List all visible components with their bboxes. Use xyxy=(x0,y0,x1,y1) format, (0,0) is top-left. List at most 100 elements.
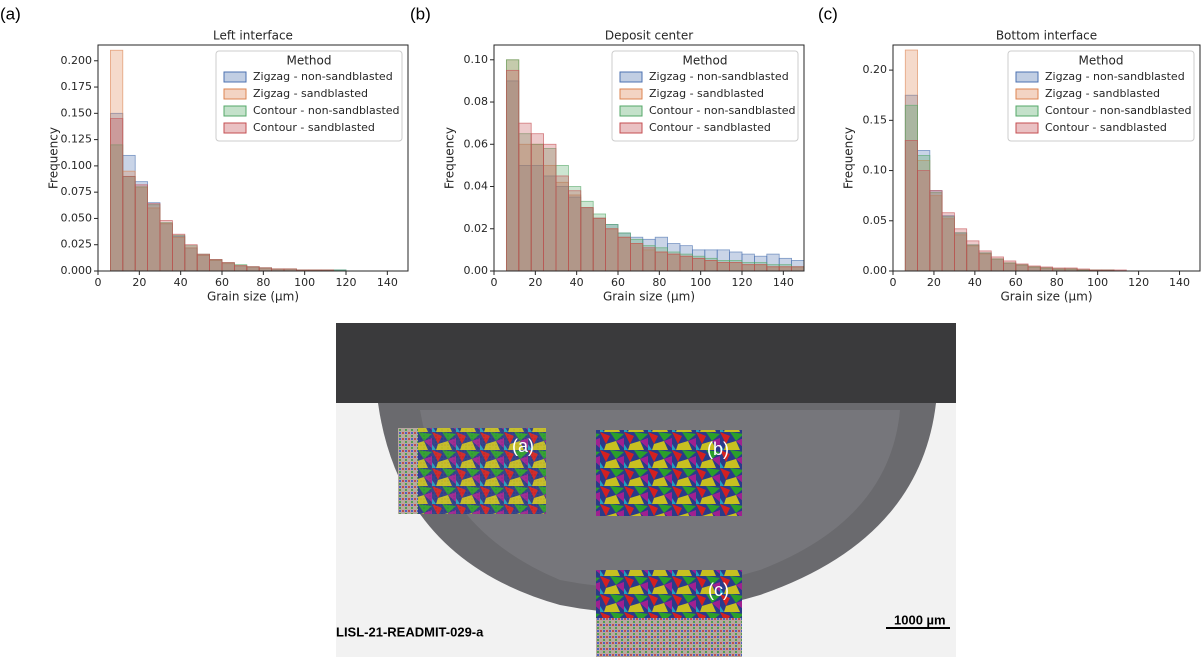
x-tick-label: 140 xyxy=(773,276,794,289)
histogram-bar xyxy=(1003,260,1017,272)
histogram-bar xyxy=(679,255,693,272)
x-tick-label: 0 xyxy=(491,276,498,289)
y-axis-label: Frequency xyxy=(47,127,61,189)
legend-label: Zigzag - non-sandblasted xyxy=(649,70,789,83)
legend-label: Contour - non-sandblasted xyxy=(253,104,400,117)
legend-label: Zigzag - non-sandblasted xyxy=(1045,70,1185,83)
histogram-bar xyxy=(147,203,161,272)
legend-swatch xyxy=(223,105,247,117)
plot-frame xyxy=(493,44,805,272)
legend-label: Contour - sandblasted xyxy=(1045,121,1167,134)
chart: 0.00 0.02 0.04 0.06 0.08 0.10 0 20 40 60 80 100 120 1… xyxy=(443,29,805,304)
legend-swatch xyxy=(223,71,247,83)
x-tick-label: 60 xyxy=(1009,276,1023,289)
x-tick-label: 140 xyxy=(377,276,398,289)
legend-swatch xyxy=(223,122,247,134)
histogram-bar xyxy=(159,220,173,272)
histogram-bar xyxy=(990,256,1004,272)
legend-label: Contour - non-sandblasted xyxy=(1045,104,1192,117)
legend-label: Zigzag - sandblasted xyxy=(649,87,764,100)
histogram-bar xyxy=(171,233,186,272)
histogram-bar xyxy=(233,265,248,272)
legend-frame xyxy=(611,50,799,142)
histogram-bar xyxy=(630,243,644,272)
region-label: (c) xyxy=(708,580,729,600)
x-tick-label: 20 xyxy=(927,276,941,289)
histogram-bar xyxy=(209,259,223,272)
histogram-bar xyxy=(704,260,718,272)
histogram-bar xyxy=(978,250,992,272)
x-tick-label: 60 xyxy=(611,276,625,289)
x-tick-label: 0 xyxy=(890,276,897,289)
legend-swatch xyxy=(1015,105,1039,117)
histogram-bar xyxy=(555,175,569,272)
histogram-bar xyxy=(221,262,235,272)
histogram-bar xyxy=(716,262,731,272)
histogram-bar xyxy=(110,118,124,272)
histogram-bar xyxy=(543,143,557,272)
histogram-bar xyxy=(605,228,619,272)
legend-title: Method xyxy=(1078,54,1123,68)
x-tick-label: 80 xyxy=(1050,276,1064,289)
x-tick-label: 20 xyxy=(132,276,146,289)
histogram-bar xyxy=(505,69,520,272)
legend-label: Contour - sandblasted xyxy=(649,121,771,134)
sample-id: LISL-21-READMIT-029-a xyxy=(336,624,484,639)
histogram-bar xyxy=(741,264,755,272)
histogram-bar xyxy=(592,217,607,272)
y-tick-label: 0.125 xyxy=(61,133,93,146)
legend-swatch xyxy=(619,105,643,117)
y-tick-label: 0.04 xyxy=(464,180,489,193)
histogram-bar xyxy=(1015,263,1029,272)
histogram-bar xyxy=(246,266,260,272)
histogram-bar xyxy=(580,207,594,272)
histogram-bar xyxy=(667,253,681,272)
histogram-bar xyxy=(654,251,669,272)
histogram-bar xyxy=(518,122,532,272)
x-tick-label: 80 xyxy=(652,276,666,289)
histogram-bar xyxy=(904,140,918,272)
region-label: (b) xyxy=(707,439,729,459)
x-tick-label: 60 xyxy=(215,276,229,289)
legend-swatch xyxy=(1015,88,1039,100)
chart-title: Bottom interface xyxy=(996,29,1097,43)
chart-title: Deposit center xyxy=(605,29,693,43)
panel-label: (c) xyxy=(818,4,838,23)
legend-swatch xyxy=(619,122,643,134)
histogram-bar xyxy=(791,266,805,272)
y-axis-label: Frequency xyxy=(842,127,856,189)
legend-title: Method xyxy=(682,54,727,68)
y-tick-label: 0.08 xyxy=(464,95,489,108)
histogram-bar xyxy=(642,247,656,272)
histogram-bar xyxy=(530,133,545,272)
y-tick-label: 0.150 xyxy=(61,106,93,119)
y-tick-label: 0.050 xyxy=(61,211,93,224)
plot-frame xyxy=(97,44,409,272)
histogram-bar xyxy=(196,253,210,272)
panel-label: (b) xyxy=(410,4,431,23)
chart: 0.000 0.025 0.050 0.075 0.100 0.125 0.150 0.175… xyxy=(47,29,409,304)
y-tick-label: 0.15 xyxy=(863,113,888,126)
y-tick-label: 0.02 xyxy=(464,222,489,235)
x-tick-label: 0 xyxy=(95,276,102,289)
scale-bar-label: 1000 µm xyxy=(894,612,946,627)
legend-label: Contour - non-sandblasted xyxy=(649,104,796,117)
histogram-bar xyxy=(729,262,743,272)
legend-title: Method xyxy=(286,54,331,68)
y-tick-label: 0.10 xyxy=(464,53,489,66)
histogram-bar xyxy=(692,257,706,272)
x-tick-label: 20 xyxy=(528,276,542,289)
y-tick-label: 0.175 xyxy=(61,80,93,93)
plot-frame xyxy=(892,44,1201,272)
x-tick-label: 80 xyxy=(256,276,270,289)
x-tick-label: 100 xyxy=(690,276,711,289)
x-tick-label: 40 xyxy=(968,276,982,289)
chart: 0.00 0.05 0.10 0.15 0.20 0 20 40 60 80 100 120 140 Bo… xyxy=(842,29,1201,304)
histogram-bar xyxy=(754,264,768,272)
x-tick-label: 120 xyxy=(732,276,753,289)
histogram-bar xyxy=(134,184,148,272)
y-tick-label: 0.06 xyxy=(464,137,489,150)
y-tick-label: 0.00 xyxy=(464,264,489,277)
legend: Method Zigzag - non-sandblasted Zigzag - s… xyxy=(1007,50,1195,142)
